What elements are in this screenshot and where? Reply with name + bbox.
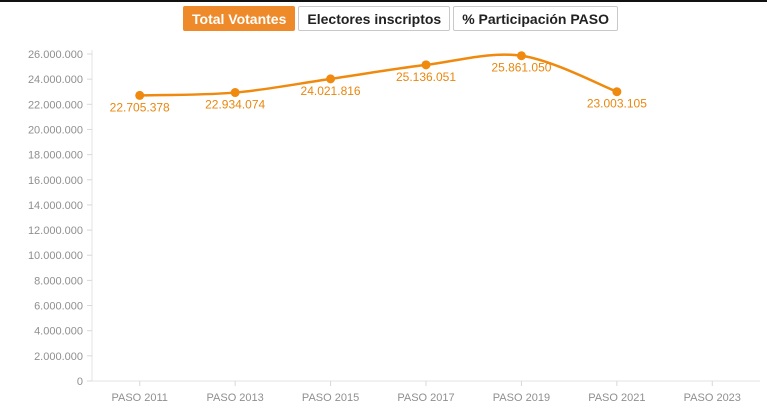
y-tick-label: 18.000.000 bbox=[28, 150, 83, 162]
y-tick-label: 2.000.000 bbox=[34, 351, 83, 363]
data-label: 24.021.816 bbox=[301, 84, 361, 98]
y-tick-label: 22.000.000 bbox=[28, 99, 83, 111]
tab-total-votantes[interactable]: Total Votantes bbox=[183, 6, 296, 31]
x-tick-label: PASO 2021 bbox=[588, 392, 645, 404]
tab-electores-inscriptos[interactable]: Electores inscriptos bbox=[298, 6, 451, 31]
data-label: 25.136.051 bbox=[396, 70, 456, 84]
y-tick-label: 0 bbox=[77, 376, 83, 388]
y-tick-label: 8.000.000 bbox=[34, 275, 83, 287]
y-axis: 0 2.000.000 4.000.000 6.000.000 8.000.000 10.… bbox=[28, 49, 93, 388]
data-label: 22.934.074 bbox=[205, 98, 265, 112]
x-tick-label: PASO 2015 bbox=[302, 392, 359, 404]
data-label: 22.705.378 bbox=[110, 100, 170, 114]
data-point[interactable] bbox=[230, 88, 240, 98]
x-axis: PASO 2011 PASO 2013 PASO 2015 PASO 2017 PASO… bbox=[92, 380, 760, 404]
series-line bbox=[138, 53, 619, 97]
y-tick-label: 12.000.000 bbox=[28, 225, 83, 237]
y-tick-label: 16.000.000 bbox=[28, 175, 83, 187]
chart-tab-bar: Total Votantes Electores inscriptos % Pa… bbox=[183, 6, 618, 31]
data-label: 25.861.050 bbox=[491, 61, 551, 75]
y-tick-label: 14.000.000 bbox=[28, 200, 83, 212]
y-tick-label: 6.000.000 bbox=[34, 301, 83, 313]
y-tick-label: 10.000.000 bbox=[28, 250, 83, 262]
x-tick-label: PASO 2019 bbox=[493, 392, 550, 404]
x-tick-label: PASO 2013 bbox=[207, 392, 264, 404]
y-tick-label: 26.000.000 bbox=[28, 49, 83, 61]
series-total-votantes: 22.705.378 22.934.074 24.021.816 25.136.051… bbox=[110, 51, 647, 114]
data-label: 23.003.105 bbox=[587, 97, 647, 111]
x-tick-label: PASO 2017 bbox=[397, 392, 454, 404]
x-tick-label: PASO 2011 bbox=[111, 392, 167, 404]
top-border-line bbox=[0, 0, 767, 2]
y-tick-label: 4.000.000 bbox=[34, 326, 83, 338]
y-tick-label: 24.000.000 bbox=[28, 74, 83, 86]
data-point[interactable] bbox=[516, 51, 526, 61]
y-tick-label: 20.000.000 bbox=[28, 124, 83, 136]
data-point[interactable] bbox=[612, 87, 622, 97]
data-point[interactable] bbox=[421, 60, 431, 70]
x-tick-label: PASO 2023 bbox=[684, 392, 741, 404]
tab-participacion-paso[interactable]: % Participación PASO bbox=[453, 6, 618, 31]
data-point[interactable] bbox=[135, 90, 145, 100]
data-point[interactable] bbox=[326, 74, 336, 84]
